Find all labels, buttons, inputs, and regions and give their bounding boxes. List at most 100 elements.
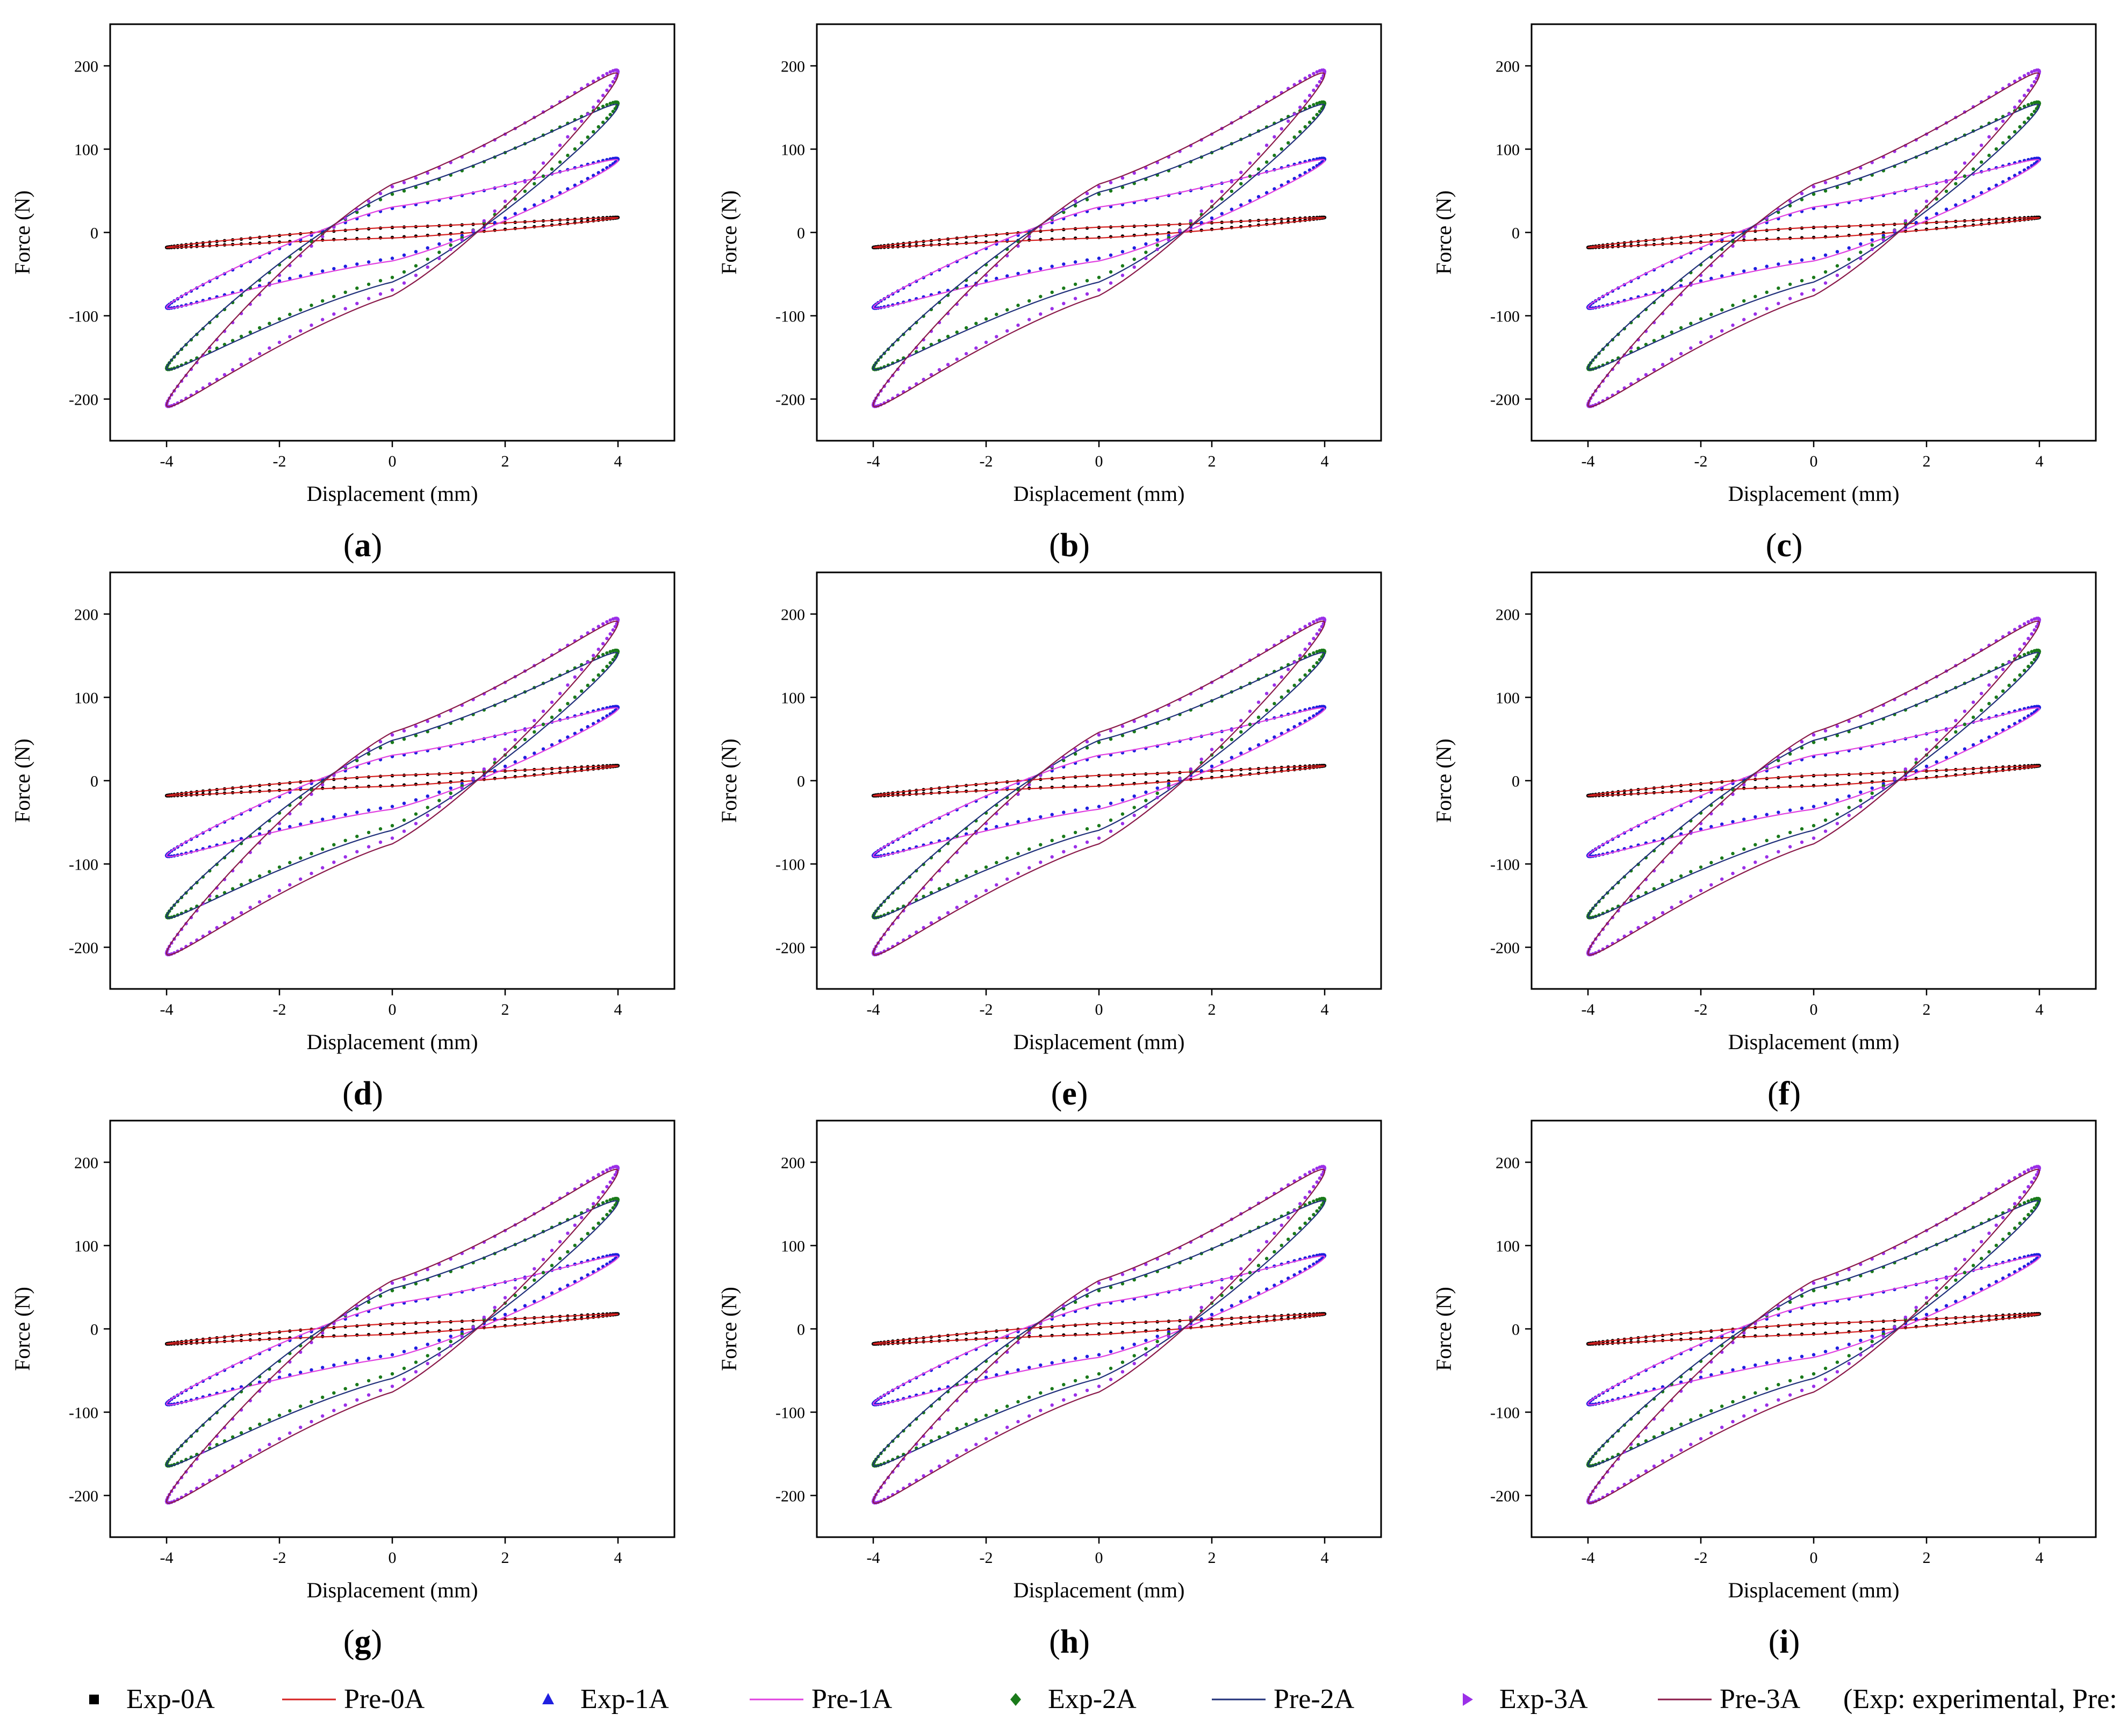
exp-marker [2007,660,2011,664]
exp-marker [1312,103,1316,107]
exp-marker [503,1296,507,1300]
exp-marker [1120,812,1125,816]
exp-marker [1230,189,1234,193]
exp-marker [1835,185,1839,189]
exp-marker [1120,798,1125,802]
exp-marker [1109,1378,1113,1381]
exp-marker [550,195,554,199]
exp-marker [541,161,545,165]
exp-marker [1754,267,1757,271]
exp-marker [1097,276,1101,279]
exp-marker [390,276,394,279]
exp-marker [1720,1404,1724,1408]
exp-marker [1788,297,1792,300]
exp-marker [573,127,577,131]
exp-marker [1239,1278,1243,1282]
exp-marker [343,813,347,816]
exp-marker [573,731,577,735]
x-axis-label: Displacement (mm) [1014,482,1185,506]
exp-marker [248,906,252,909]
exp-marker [605,103,609,107]
series-pre-3 [872,620,1326,956]
exp-marker [566,1231,570,1235]
exp-marker [1859,805,1863,809]
exp-marker [533,203,536,207]
exp-marker [1220,738,1224,742]
exp-marker [1318,658,1321,662]
exp-marker [299,856,303,860]
y-tick-label: -200 [775,1488,805,1505]
exp-marker [449,795,452,800]
exp-marker [343,1403,347,1407]
y-tick-label: -100 [69,308,98,326]
exp-marker [1689,321,1693,325]
exp-marker [1994,1244,1998,1247]
exp-marker [580,119,584,123]
exp-marker [1132,806,1136,809]
exp-marker [1280,1244,1283,1247]
exp-marker [2001,141,2005,145]
exp-marker [321,1366,325,1369]
x-tick-label: 2 [501,453,509,470]
exp-marker [1230,737,1234,742]
exp-marker [964,1422,968,1426]
exp-marker [558,692,562,695]
exp-marker [1652,368,1656,372]
exp-marker [1097,1372,1101,1376]
exp-marker [580,689,584,693]
exp-marker [597,99,600,103]
exp-marker [1777,810,1780,814]
exp-marker [601,642,605,645]
exp-marker [1893,777,1896,781]
exp-marker [1847,1343,1851,1346]
exp-marker [2022,1190,2026,1194]
exp-marker [268,1443,271,1446]
exp-marker [964,874,968,878]
exp-marker [2001,1216,2005,1219]
exp-marker [1971,743,1975,747]
exp-marker [566,135,570,139]
exp-marker [1097,836,1101,840]
exp-marker [1073,845,1077,849]
exp-marker [310,1419,313,1424]
exp-marker [390,192,394,196]
exp-marker [471,1325,475,1329]
exp-marker [1144,1353,1148,1357]
exp-marker [1189,1315,1192,1319]
exp-marker [558,160,562,164]
exp-marker [1835,1360,1839,1364]
exp-marker [1298,105,1302,109]
exp-marker [1273,735,1276,739]
y-tick-label: -100 [775,856,805,874]
exp-marker [1847,265,1851,269]
exp-marker [1661,883,1665,887]
legend-entry-exp-3a: Exp-3A [1463,1684,1588,1715]
exp-marker [1971,167,1975,171]
exp-marker [573,695,577,699]
exp-marker [299,1425,303,1429]
exp-marker [268,1418,271,1422]
exp-marker [1005,877,1009,881]
exp-marker [1280,731,1283,735]
exp-marker [995,1409,998,1413]
exp-marker [299,822,303,826]
exp-marker [601,669,605,672]
y-axis-label: Force (N) [10,190,34,275]
exp-marker [1709,276,1713,281]
exp-marker [1800,198,1804,202]
x-tick-label: 0 [1095,453,1103,470]
x-tick-label: -4 [867,1001,880,1018]
exp-marker [1689,870,1693,874]
exp-marker [1039,1409,1043,1412]
exp-marker [1800,827,1804,831]
exp-marker [288,312,292,317]
y-tick-label: 200 [781,58,805,76]
exp-marker [1823,801,1828,805]
exp-marker [1881,784,1885,788]
exp-marker [2018,673,2022,677]
exp-marker [1027,1395,1031,1399]
exp-marker [355,302,359,305]
exp-marker [1979,692,1984,695]
